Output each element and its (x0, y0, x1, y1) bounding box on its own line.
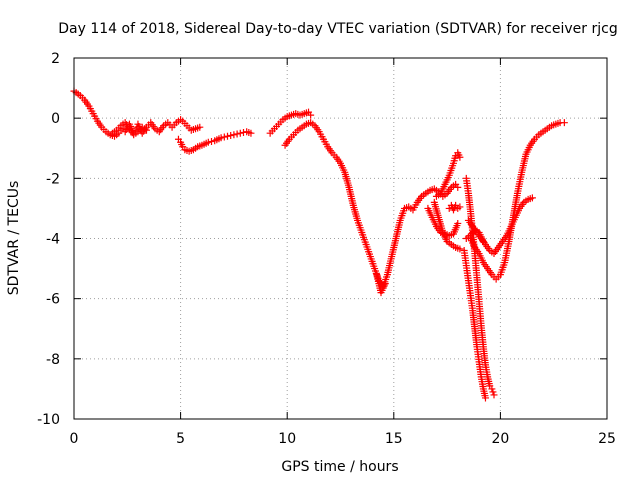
data-point (217, 134, 225, 142)
y-axis-label: SDTVAR / TECUs (6, 181, 22, 296)
plot-frame (73, 57, 608, 420)
data-point (142, 126, 150, 134)
data-point (307, 111, 315, 119)
x-tick-label: 25 (598, 431, 616, 447)
y-tick-label: 2 (51, 51, 60, 67)
data-point (456, 245, 464, 253)
data-point (227, 131, 235, 139)
y-tick-labels: 2 0 -2 -4 -6 -8 -10 (37, 51, 60, 428)
x-tick-label: 0 (70, 431, 79, 447)
data-point (489, 388, 497, 396)
gridlines (74, 58, 607, 419)
x-axis-label: GPS time / hours (281, 459, 398, 475)
x-tick-label: 20 (491, 431, 509, 447)
x-tick-label: 15 (385, 431, 403, 447)
y-tick-label: -4 (46, 232, 60, 248)
data-point (224, 132, 232, 140)
tick-marks (73, 57, 608, 420)
data-point (560, 119, 568, 127)
data-point (481, 394, 489, 402)
data-point (488, 385, 496, 393)
x-tick-label: 10 (278, 431, 296, 447)
y-tick-label: -2 (46, 171, 60, 187)
data-point (208, 137, 216, 145)
data-point (230, 131, 238, 139)
y-tick-label: -6 (46, 292, 60, 308)
data-point (454, 219, 462, 227)
data-point (233, 130, 241, 138)
data-point (204, 138, 212, 146)
data-point (479, 238, 487, 246)
x-tick-labels: 0 5 10 15 20 25 (70, 431, 616, 447)
data-point (247, 129, 255, 137)
data-point (456, 153, 464, 161)
data-point (381, 280, 389, 288)
data-point (236, 129, 244, 137)
data-point (220, 133, 228, 141)
y-tick-label: -8 (46, 352, 60, 368)
data-point (456, 203, 464, 211)
data-point (454, 183, 462, 191)
y-tick-label: -10 (37, 412, 60, 428)
data-point (490, 391, 498, 399)
x-tick-label: 5 (176, 431, 185, 447)
data-point (528, 194, 536, 202)
y-tick-label: 0 (51, 111, 60, 127)
data-points (70, 87, 568, 402)
chart-title: Day 114 of 2018, Sidereal Day-to-day VTE… (58, 21, 617, 37)
data-point (196, 123, 204, 131)
